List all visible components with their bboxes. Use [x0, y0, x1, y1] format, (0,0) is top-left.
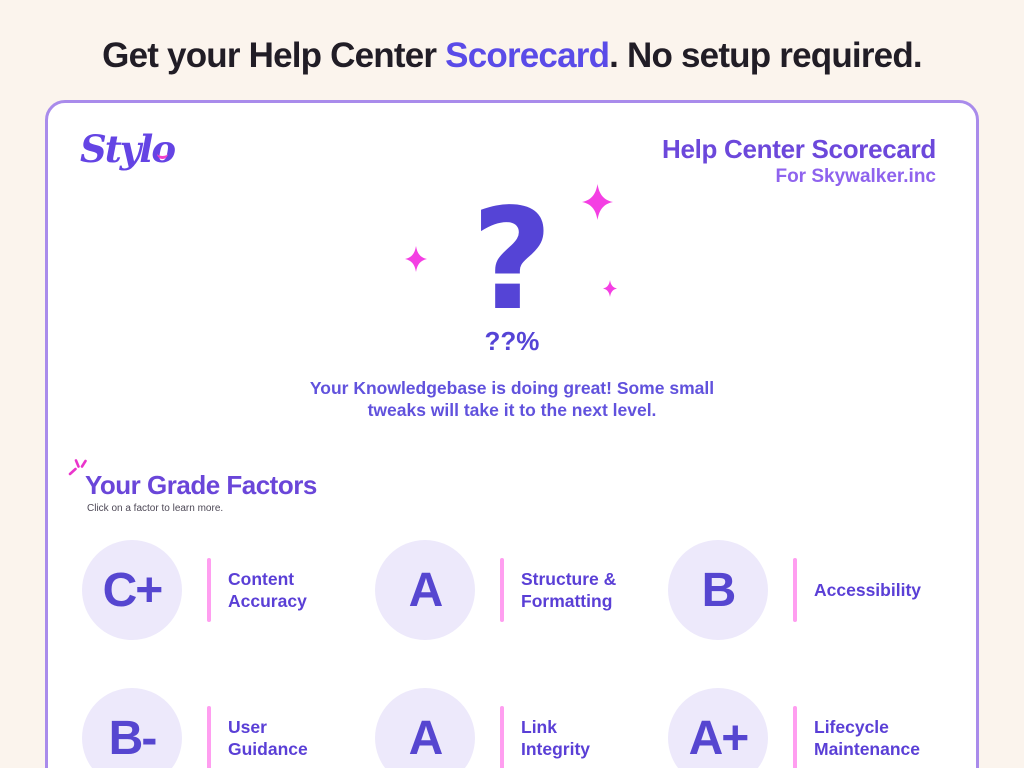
- headline-prefix: Get your Help Center: [102, 36, 446, 75]
- factor-content-accuracy[interactable]: C+ Content Accuracy: [82, 540, 375, 640]
- factor-divider: [207, 558, 211, 622]
- grade-badge: A+: [668, 688, 768, 768]
- burst-icon: [68, 459, 87, 476]
- logo-smile-icon: [157, 152, 168, 159]
- sparkle-icon: [602, 280, 617, 297]
- sparkle-icon: [581, 184, 613, 220]
- card-title-block: Help Center Scorecard For Skywalker.inc: [661, 134, 936, 189]
- grade-badge: A: [375, 688, 475, 768]
- factor-accessibility[interactable]: B Accessibility: [668, 540, 961, 640]
- factor-label: Structure & Formatting: [521, 568, 617, 611]
- card-header: Stylo Help Center Scorecard For Skywalke…: [48, 103, 976, 189]
- score-hero: ? ??% Your Knowledgebase is doing great!…: [48, 179, 976, 422]
- grade-factors-heading: Your Grade Factors Click on a factor to …: [68, 459, 317, 514]
- headline-highlight: Scorecard: [445, 36, 610, 75]
- factor-divider: [500, 706, 504, 768]
- score-placeholder: ??%: [484, 326, 540, 356]
- scorecard-card: Stylo Help Center Scorecard For Skywalke…: [45, 100, 979, 768]
- factor-divider: [793, 558, 797, 622]
- factor-lifecycle-maintenance[interactable]: A+ Lifecycle Maintenance: [668, 688, 961, 768]
- factor-label: Accessibility: [814, 579, 921, 600]
- grade-letter: A: [408, 563, 444, 617]
- factor-label: Lifecycle Maintenance: [814, 716, 920, 759]
- grade-factors-title: Your Grade Factors: [85, 470, 317, 500]
- score-message-line2: tweaks will take it to the next level.: [367, 400, 657, 421]
- headline-suffix: . No setup required.: [609, 36, 922, 75]
- page-title: Get your Help Center Scorecard. No setup…: [0, 36, 1024, 76]
- factor-divider: [207, 706, 211, 768]
- factor-link-integrity[interactable]: A Link Integrity: [375, 688, 668, 768]
- grade-badge: B-: [82, 688, 182, 768]
- grade-letter: C+: [102, 563, 164, 617]
- grade-factors-subtitle: Click on a factor to learn more.: [87, 502, 224, 514]
- score-message-line1: Your Knowledgebase is doing great! Some …: [309, 378, 715, 398]
- question-mark-graphic: ?: [405, 179, 617, 342]
- stylo-logo[interactable]: Stylo: [80, 131, 176, 168]
- grade-letter: A+: [688, 711, 750, 765]
- factor-divider: [793, 706, 797, 768]
- factor-label: User Guidance: [228, 716, 308, 759]
- grade-factors-grid: C+ Content Accuracy A Structure & Format…: [82, 540, 968, 768]
- factor-divider: [500, 558, 504, 622]
- grade-badge: C+: [82, 540, 182, 640]
- stylo-logo-text: Stylo: [80, 127, 176, 171]
- grade-badge: A: [375, 540, 475, 640]
- factor-label: Link Integrity: [521, 716, 591, 759]
- question-mark: ?: [471, 179, 553, 342]
- card-title: Help Center Scorecard: [661, 134, 936, 164]
- score-message: Your Knowledgebase is doing great! Some …: [48, 377, 976, 422]
- factor-user-guidance[interactable]: B- User Guidance: [82, 688, 375, 768]
- sparkle-icon: [405, 246, 428, 272]
- grade-letter: B-: [108, 711, 158, 765]
- grade-badge: B: [668, 540, 768, 640]
- factor-structure-formatting[interactable]: A Structure & Formatting: [375, 540, 668, 640]
- card-subtitle: For Skywalker.inc: [775, 165, 936, 187]
- factor-label: Content Accuracy: [228, 568, 307, 611]
- grade-letter: B: [701, 563, 737, 617]
- grade-letter: A: [408, 711, 444, 765]
